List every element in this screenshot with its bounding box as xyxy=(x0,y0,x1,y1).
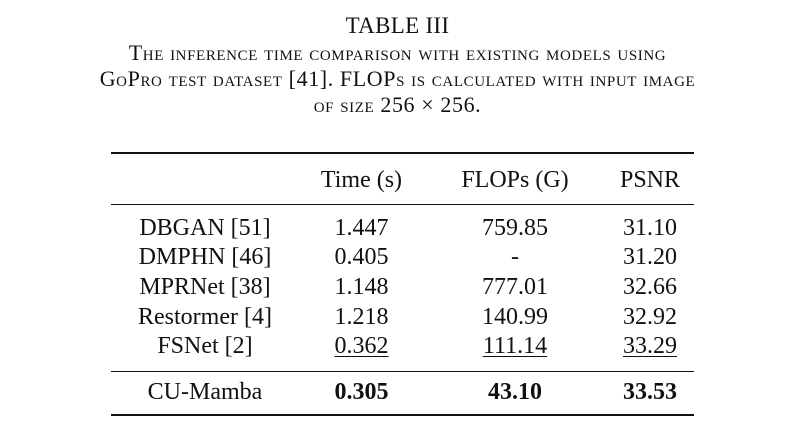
psnr-value: 31.20 xyxy=(623,244,677,271)
psnr-value-second-best: 33.29 xyxy=(606,331,694,371)
table-row: DMPHN [46] 0.405 - 31.20 xyxy=(111,243,694,273)
model-name: DBGAN [51] xyxy=(139,214,271,241)
table-label: TABLE III xyxy=(345,13,450,38)
caption-line-3: of size 256 × 256. xyxy=(313,92,482,117)
comparison-table-wrapper: Time (s) FLOPs (G) PSNR DBGAN [51] 1.447… xyxy=(111,152,694,416)
psnr-value: 31.10 xyxy=(623,214,677,241)
time-value: 0.405 xyxy=(334,244,389,271)
header-row: Time (s) FLOPs (G) PSNR xyxy=(111,153,694,205)
table-caption: TABLE III The inference time comparison … xyxy=(0,12,795,118)
table-row-ours: CU-Mamba 0.305 43.10 33.53 xyxy=(111,371,694,415)
header-time: Time (s) xyxy=(320,166,403,193)
flops-value: 140.99 xyxy=(482,303,548,330)
table-row: FSNet [2] 0.362 111.14 33.29 xyxy=(111,331,694,371)
header-psnr: PSNR xyxy=(619,166,681,193)
table-row: DBGAN [51] 1.447 759.85 31.10 xyxy=(111,205,694,243)
psnr-value: 32.66 xyxy=(623,273,677,300)
caption-line-1: The inference time comparison with exist… xyxy=(128,40,667,65)
time-value: 1.447 xyxy=(334,214,389,241)
underlined-flops: 111.14 xyxy=(482,333,548,360)
time-value: 1.218 xyxy=(334,303,389,330)
underlined-time: 0.362 xyxy=(334,333,389,360)
time-value-best: 0.305 xyxy=(334,379,389,406)
flops-value-second-best: 111.14 xyxy=(424,331,606,371)
model-name: DMPHN [46] xyxy=(138,244,272,271)
existing-models: DBGAN [51] 1.447 759.85 31.10 DMPHN [46]… xyxy=(111,205,694,372)
caption-line-2: GoPro test dataset [41]. FLOPs is calcul… xyxy=(99,66,696,91)
header-flops: FLOPs (G) xyxy=(461,166,569,193)
time-value: 1.148 xyxy=(334,273,389,300)
header-model xyxy=(111,153,299,205)
psnr-value: 32.92 xyxy=(623,303,677,330)
table-header: Time (s) FLOPs (G) PSNR xyxy=(111,153,694,205)
flops-value: 759.85 xyxy=(482,214,548,241)
time-value-second-best: 0.362 xyxy=(299,331,424,371)
model-name: FSNet [2] xyxy=(157,333,253,360)
flops-value-best: 43.10 xyxy=(488,379,542,406)
table-row: MPRNet [38] 1.148 777.01 32.66 xyxy=(111,272,694,302)
model-name: MPRNet [38] xyxy=(139,273,271,300)
proposed-model: CU-Mamba 0.305 43.10 33.53 xyxy=(111,371,694,415)
underlined-psnr: 33.29 xyxy=(623,333,677,360)
flops-value: - xyxy=(511,244,519,271)
model-name: CU-Mamba xyxy=(147,379,263,406)
table-row: Restormer [4] 1.218 140.99 32.92 xyxy=(111,302,694,332)
comparison-table: Time (s) FLOPs (G) PSNR DBGAN [51] 1.447… xyxy=(111,152,694,416)
model-name: Restormer [4] xyxy=(138,303,272,330)
flops-value: 777.01 xyxy=(482,273,548,300)
psnr-value-best: 33.53 xyxy=(623,379,677,406)
